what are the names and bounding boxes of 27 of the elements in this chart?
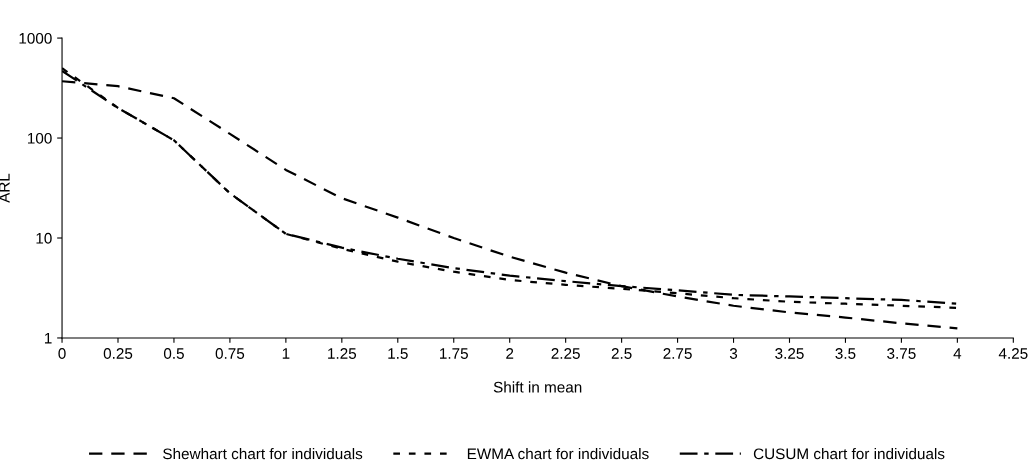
x-axis-title: Shift in mean: [493, 381, 582, 393]
x-tick-label: 3: [729, 348, 738, 359]
x-tick-label: 0.5: [163, 348, 184, 359]
x-tick-label: 1.75: [440, 348, 468, 359]
x-tick-label: 2.25: [551, 348, 580, 359]
x-tick-label: 0.75: [215, 348, 245, 359]
x-tick-label: 4.25: [998, 348, 1028, 359]
y-tick-label: 1000: [19, 32, 52, 44]
x-tick-label: 2.75: [663, 348, 692, 359]
x-tick-label: 1: [282, 348, 290, 359]
legend-label: CUSUM chart for individuals: [753, 448, 945, 460]
x-tick-label: 1.5: [388, 348, 408, 359]
x-tick-label: 3.5: [835, 348, 856, 359]
x-tick-label: 3.75: [887, 348, 916, 359]
y-tick-label: 100: [28, 132, 52, 144]
x-tick-label: 4: [953, 348, 962, 359]
x-tick-label: 3.25: [775, 348, 804, 359]
y-axis-title: ARL: [0, 173, 10, 203]
x-tick-label: 2.5: [611, 348, 632, 359]
x-tick-label: 2: [506, 348, 514, 359]
y-tick-label: 1: [44, 332, 52, 344]
x-tick-label: 0: [58, 348, 66, 359]
x-tick-label: 0.25: [103, 348, 133, 359]
legend-label: Shewhart chart for individuals: [163, 448, 363, 460]
legend-label: EWMA chart for individuals: [467, 448, 649, 460]
y-tick-label: 10: [36, 232, 52, 244]
x-tick-label: 1.25: [328, 348, 357, 359]
